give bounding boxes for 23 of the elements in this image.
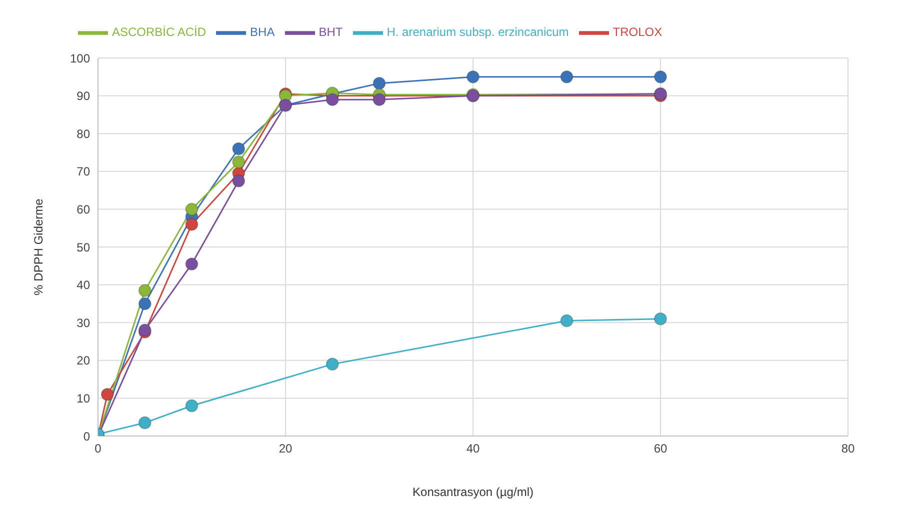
y-tick-label: 40 (76, 278, 90, 292)
x-axis-title: Konsantrasyon (µg/ml) (412, 485, 534, 499)
y-tick-label: 90 (76, 89, 90, 104)
y-tick-label: 30 (76, 316, 90, 330)
y-tick-label: 80 (76, 126, 90, 141)
x-tick-label: 80 (841, 442, 855, 456)
y-tick-label: 0 (83, 429, 90, 444)
y-tick-label: 70 (76, 164, 90, 179)
legend-label: BHA (250, 25, 275, 40)
x-tick-label: 20 (278, 442, 292, 456)
y-tick-label: 100 (70, 51, 90, 66)
legend-label: TROLOX (612, 25, 662, 40)
legend-label: ASCORBİC ACİD (112, 25, 206, 40)
legend-label: H. arenarium subsp. erzincanicum (386, 25, 569, 40)
y-tick-label: 60 (76, 202, 90, 216)
y-tick-label: 50 (76, 240, 90, 254)
y-axis-title: % DPPH Giderme (31, 198, 46, 296)
x-tick-label: 40 (466, 442, 480, 456)
y-tick-label: 20 (76, 354, 90, 368)
legend-label: BHT (318, 25, 343, 40)
x-tick-label: 60 (654, 442, 668, 456)
x-tick-label: 0 (94, 442, 102, 456)
y-tick-label: 10 (76, 391, 90, 406)
